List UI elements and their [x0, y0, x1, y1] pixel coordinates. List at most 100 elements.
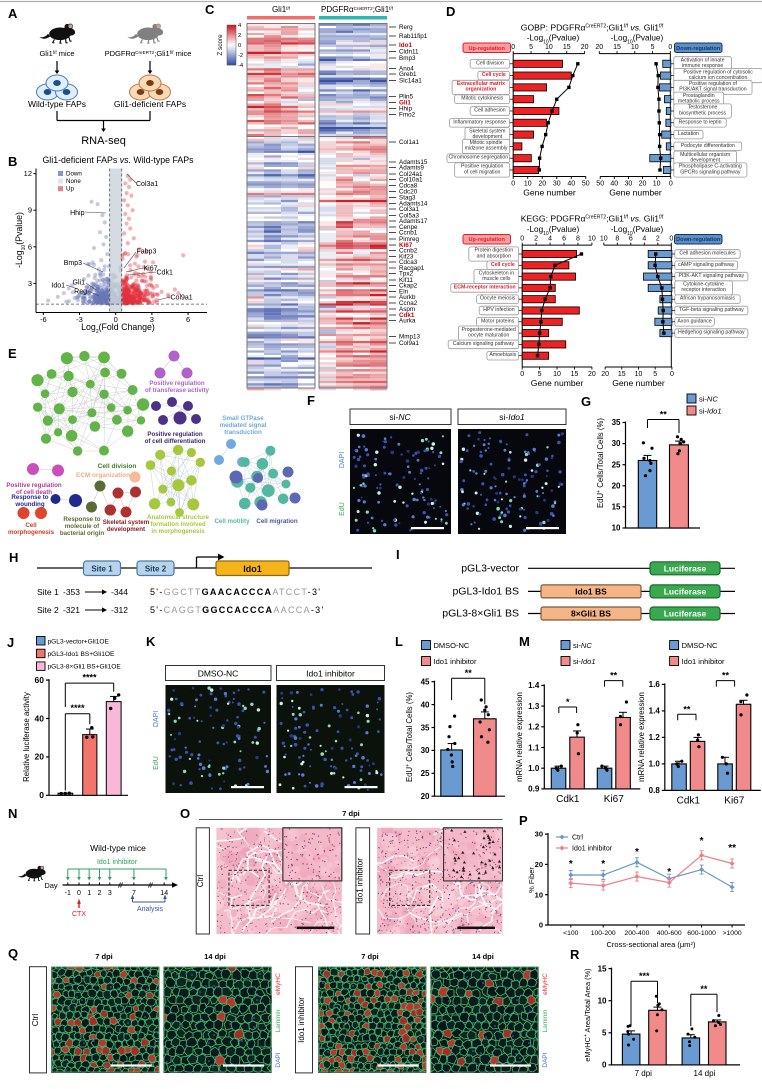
svg-text:pGL3-vector: pGL3-vector — [461, 562, 519, 574]
svg-text:Response to leptin: Response to leptin — [679, 119, 722, 125]
svg-text:****: **** — [70, 703, 85, 713]
svg-text:10: 10 — [635, 371, 643, 378]
svg-text:6: 6 — [186, 315, 190, 324]
svg-text:5: 5 — [651, 44, 655, 51]
svg-text:Site 1: Site 1 — [37, 587, 59, 597]
svg-text:15: 15 — [563, 44, 571, 51]
svg-text:Ki67: Ki67 — [724, 795, 744, 806]
svg-text:Col1a1: Col1a1 — [399, 139, 419, 146]
svg-text:and absorption: and absorption — [477, 253, 511, 259]
svg-text:pGL3-Ido1 BS+Gli1OE: pGL3-Ido1 BS+Gli1OE — [48, 651, 115, 658]
svg-text:EdU+ Cells/Total Cells (%): EdU+ Cells/Total Cells (%) — [596, 418, 605, 508]
svg-text:Site 2: Site 2 — [37, 605, 59, 615]
svg-text:Col3a1: Col3a1 — [136, 181, 158, 188]
svg-text:6: 6 — [562, 236, 566, 243]
svg-text:50: 50 — [582, 181, 590, 188]
svg-text:biosynthetic process: biosynthetic process — [679, 110, 726, 116]
svg-text:0: 0 — [77, 890, 81, 897]
svg-text:CTX: CTX — [72, 911, 86, 918]
svg-text:1.2: 1.2 — [528, 723, 540, 732]
svg-text:Cell cycle: Cell cycle — [482, 72, 506, 78]
svg-text:0: 0 — [669, 181, 673, 188]
svg-text:G: G — [581, 394, 591, 409]
svg-text:10: 10 — [588, 236, 596, 243]
svg-text:Aurka: Aurka — [399, 318, 416, 325]
svg-text:Cell: Cell — [25, 522, 37, 529]
svg-text:14: 14 — [160, 890, 168, 897]
svg-text:2: 2 — [656, 236, 660, 243]
svg-text:**: ** — [610, 671, 618, 681]
svg-text:Calcium signaling pathway: Calcium signaling pathway — [453, 341, 515, 347]
svg-text:-6: -6 — [40, 315, 47, 324]
svg-text:15: 15 — [612, 503, 621, 512]
svg-text:1.4: 1.4 — [528, 681, 540, 690]
svg-text:TGF-beta signaling pathway: TGF-beta signaling pathway — [679, 307, 744, 313]
svg-text:1.3: 1.3 — [528, 702, 540, 711]
svg-text:Axon guidance: Axon guidance — [677, 318, 711, 324]
svg-text:organization: organization — [465, 87, 496, 93]
svg-text:Chromosome segregation: Chromosome segregation — [448, 155, 508, 161]
svg-text:Bmp3: Bmp3 — [399, 55, 416, 62]
svg-text:midzone assembly: midzone assembly — [465, 146, 508, 152]
svg-text:1.2: 1.2 — [649, 733, 661, 742]
svg-text:10: 10 — [653, 181, 661, 188]
svg-text:M: M — [519, 634, 530, 649]
svg-text:20: 20 — [639, 181, 647, 188]
svg-text:Gli1: Gli1 — [73, 280, 86, 287]
svg-text:0: 0 — [39, 790, 44, 800]
svg-text:30: 30 — [625, 181, 633, 188]
svg-text:25: 25 — [421, 769, 430, 778]
svg-text:in morphogenesis: in morphogenesis — [151, 528, 205, 535]
svg-text:Analysis: Analysis — [137, 906, 164, 913]
svg-text:mediated signal: mediated signal — [220, 422, 267, 429]
svg-text:20: 20 — [595, 44, 603, 51]
svg-text:Up: Up — [66, 186, 74, 193]
svg-text:10: 10 — [524, 181, 532, 188]
svg-text:L: L — [395, 634, 403, 649]
svg-text:60: 60 — [35, 675, 45, 685]
svg-text:Cell adhesion molecules: Cell adhesion molecules — [679, 251, 736, 257]
svg-text:Motor proteins: Motor proteins — [481, 318, 515, 324]
svg-text:20: 20 — [581, 44, 589, 51]
svg-text:1.0: 1.0 — [528, 764, 540, 773]
svg-text:EdU: EdU — [339, 502, 346, 516]
svg-text:of cell migration: of cell migration — [464, 169, 500, 175]
svg-text:K: K — [146, 634, 156, 649]
svg-text:Wild-type mice: Wild-type mice — [90, 843, 146, 853]
svg-text:Ido1 inhibitor: Ido1 inhibitor — [97, 859, 138, 866]
svg-text:0: 0 — [669, 236, 673, 243]
svg-text:Site 1: Site 1 — [91, 565, 113, 574]
svg-text:of transferase activity: of transferase activity — [145, 387, 210, 394]
svg-text:Gli1f/f mice: Gli1f/f mice — [39, 49, 74, 58]
svg-text:Up-regulation: Up-regulation — [469, 237, 506, 243]
svg-text:Col9a1: Col9a1 — [171, 295, 193, 302]
svg-text:si-NC: si-NC — [389, 412, 411, 422]
svg-text:Ido1: Ido1 — [243, 564, 262, 574]
svg-text:Luciferase: Luciferase — [664, 609, 707, 619]
svg-text:morphogenesis: morphogenesis — [8, 529, 55, 536]
svg-text:9: 9 — [28, 206, 32, 215]
svg-text:-4: -4 — [238, 63, 244, 69]
svg-text:mRNA relative expression: mRNA relative expression — [515, 692, 524, 782]
svg-text:Cell cycle: Cell cycle — [491, 262, 515, 268]
svg-text:1.0: 1.0 — [649, 760, 661, 769]
svg-text:15: 15 — [613, 44, 621, 51]
svg-text:10: 10 — [600, 236, 608, 243]
svg-text:2: 2 — [238, 33, 241, 39]
svg-text:transduction: transduction — [224, 429, 262, 436]
svg-text:Slc14a1: Slc14a1 — [399, 78, 422, 85]
svg-text:Ido1 inhibitor: Ido1 inhibitor — [356, 858, 365, 904]
svg-text:5: 5 — [529, 44, 533, 51]
svg-text:6: 6 — [629, 236, 633, 243]
svg-text:Anatomical structure: Anatomical structure — [147, 514, 209, 521]
svg-text:**: ** — [683, 704, 691, 714]
svg-text:Fabp3: Fabp3 — [137, 249, 157, 256]
svg-text:si-NC: si-NC — [573, 641, 592, 650]
svg-text:Cell division: Cell division — [476, 60, 504, 66]
svg-text:Ido1 inhibitor: Ido1 inhibitor — [682, 657, 725, 666]
svg-text:**: ** — [722, 671, 730, 681]
svg-text:Response to: Response to — [11, 494, 48, 501]
svg-text:10: 10 — [553, 371, 561, 378]
svg-text:Hedgehog signaling pathway: Hedgehog signaling pathway — [678, 330, 745, 336]
svg-text:I: I — [396, 547, 400, 562]
